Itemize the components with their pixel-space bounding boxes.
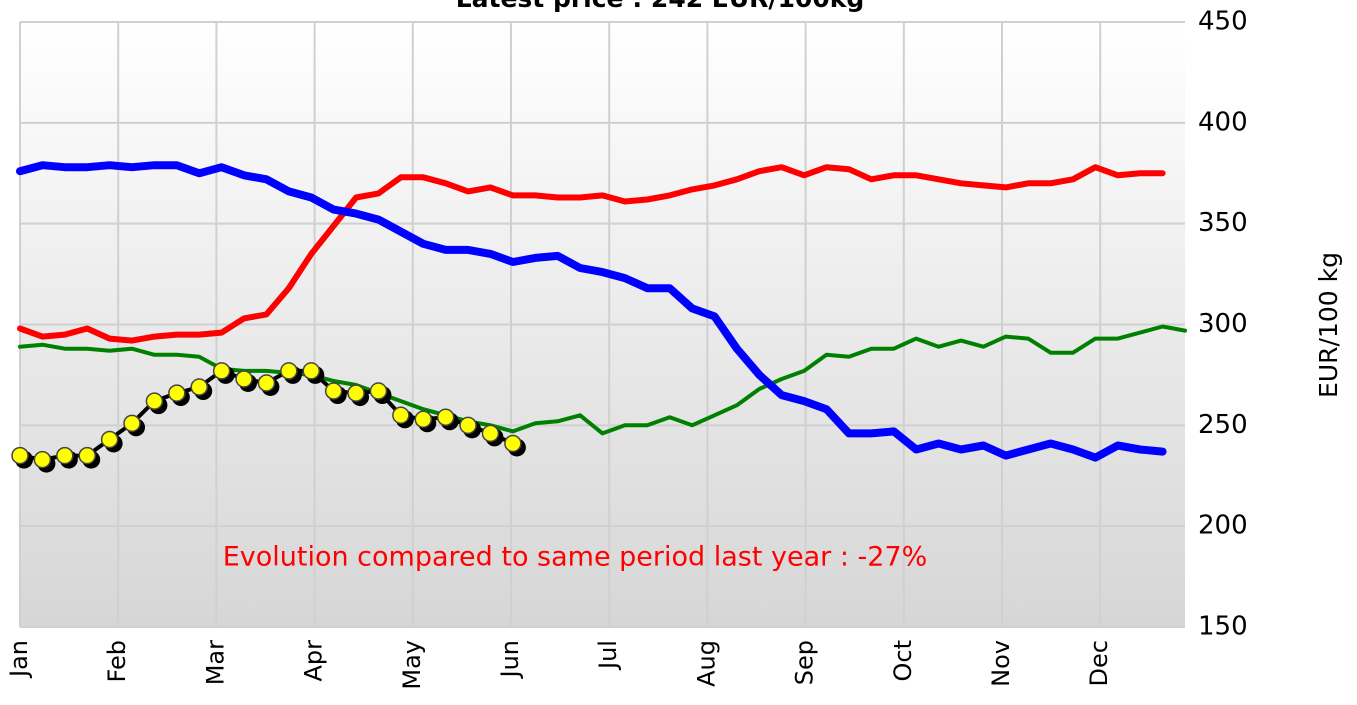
x-tick-label: Feb <box>103 640 131 683</box>
x-tick-label: Nov <box>987 640 1015 687</box>
x-tick-label: May <box>398 640 426 690</box>
x-tick-label: Jun <box>496 640 524 680</box>
marker <box>459 416 477 435</box>
marker <box>56 446 74 465</box>
marker <box>168 384 186 402</box>
y-tick-label: 450 <box>1198 7 1248 37</box>
x-tick-label: Jan <box>5 640 33 679</box>
marker <box>212 362 231 380</box>
y-tick-label: 250 <box>1198 410 1248 440</box>
series-line <box>17 164 1166 344</box>
marker <box>78 446 96 465</box>
marker <box>123 414 141 433</box>
series-line <box>16 161 1167 462</box>
marker <box>100 430 119 449</box>
x-tick-label: Oct <box>889 640 917 682</box>
marker <box>392 406 410 424</box>
y-tick-label: 300 <box>1198 309 1248 339</box>
y-tick-label: 400 <box>1198 107 1248 137</box>
series-line <box>18 324 1187 436</box>
marker <box>33 450 52 469</box>
y-tick-label: 350 <box>1198 208 1248 238</box>
annotation: Evolution compared to same period last y… <box>223 542 928 573</box>
marker <box>145 392 164 410</box>
marker <box>347 384 365 402</box>
y-tick-label: 200 <box>1198 511 1248 541</box>
marker <box>11 446 29 465</box>
marker <box>324 382 343 400</box>
x-tick-label: Mar <box>201 640 229 685</box>
x-tick-label: Aug <box>692 640 720 687</box>
y-axis-label: EUR/100 kg <box>1314 252 1343 398</box>
marker <box>414 410 433 429</box>
x-tick-label: Dec <box>1085 640 1113 686</box>
marker <box>369 382 388 400</box>
marker <box>481 424 500 443</box>
x-tick-label: Jul <box>594 640 622 671</box>
marker <box>190 378 208 396</box>
marker <box>504 434 522 453</box>
marker <box>235 370 253 388</box>
x-tick-label: Apr <box>300 640 328 682</box>
marker <box>302 362 320 380</box>
marker <box>280 362 298 380</box>
marker <box>436 408 455 427</box>
y-tick-label: 150 <box>1198 612 1248 642</box>
x-tick-label: Sep <box>791 640 819 685</box>
marker <box>257 374 276 392</box>
